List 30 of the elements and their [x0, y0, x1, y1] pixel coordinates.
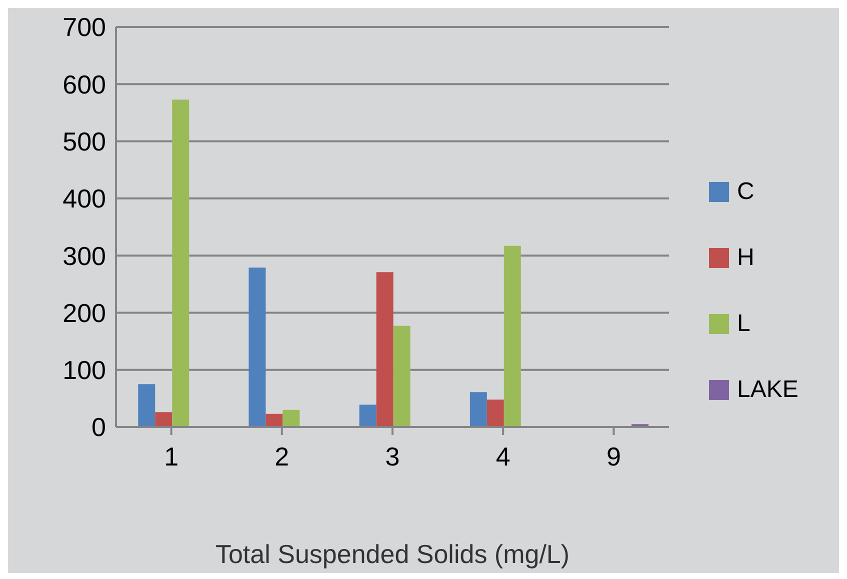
legend-label: LAKE	[737, 376, 798, 404]
legend-label: H	[737, 244, 754, 272]
x-tick-label: 2	[274, 441, 290, 472]
y-tick-label: 0	[92, 412, 106, 442]
x-tick-label: 4	[496, 441, 510, 472]
bar	[376, 272, 394, 427]
bar	[359, 404, 376, 427]
bar	[504, 246, 521, 427]
x-tick-label: 3	[385, 441, 400, 472]
bar	[282, 410, 300, 427]
bar	[393, 326, 410, 427]
y-tick-label: 400	[62, 184, 106, 214]
legend-label: C	[737, 178, 754, 206]
x-tick-label: 1	[164, 441, 179, 472]
x-axis-title: Total Suspended Solids (mg/L)	[215, 539, 570, 569]
y-tick-label: 100	[62, 355, 106, 386]
bar	[248, 268, 266, 427]
bar	[470, 392, 487, 427]
y-tick-label: 500	[62, 126, 106, 157]
bar	[155, 412, 172, 427]
y-tick-label: 300	[62, 240, 106, 271]
bar	[486, 400, 504, 427]
y-tick-label: 600	[62, 69, 106, 100]
legend-label: L	[737, 310, 750, 338]
bar	[266, 414, 283, 427]
x-tick-label: 9	[606, 441, 621, 472]
bar	[172, 100, 190, 427]
y-tick-label: 200	[62, 298, 106, 328]
y-tick-label: 700	[62, 12, 106, 42]
bar	[138, 384, 156, 427]
